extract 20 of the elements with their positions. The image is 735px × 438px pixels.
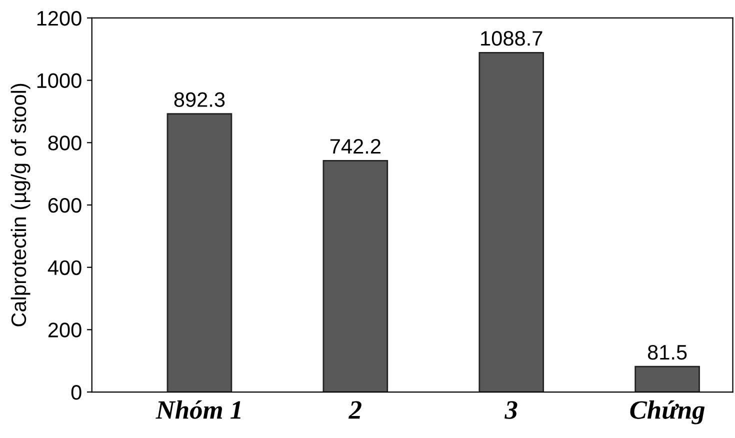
x-tick-label: 3 bbox=[504, 401, 518, 419]
y-tick-label: 600 bbox=[48, 198, 82, 213]
y-tick-label: 1200 bbox=[37, 10, 82, 26]
x-tick-label: 2 bbox=[348, 401, 362, 419]
bar bbox=[634, 366, 700, 392]
y-tick-label: 1000 bbox=[37, 73, 82, 88]
x-tick-label: Chứng bbox=[630, 400, 705, 424]
y-tick-label: 400 bbox=[48, 260, 82, 276]
bar bbox=[322, 160, 388, 392]
y-tick-label: 800 bbox=[48, 136, 82, 150]
bar bbox=[166, 113, 232, 392]
y-tick-label: 0 bbox=[71, 385, 82, 400]
bar bbox=[478, 52, 544, 392]
y-tick-label: 200 bbox=[48, 322, 82, 338]
y-axis-title: Calprotectin (µg/g of stool) bbox=[10, 84, 30, 326]
data-label: 1088.7 bbox=[481, 31, 542, 46]
data-label: 892.3 bbox=[174, 92, 225, 107]
data-label: 742.2 bbox=[330, 139, 380, 154]
x-tick-label: Nhóm 1 bbox=[156, 400, 240, 419]
data-label: 81.5 bbox=[648, 344, 687, 360]
